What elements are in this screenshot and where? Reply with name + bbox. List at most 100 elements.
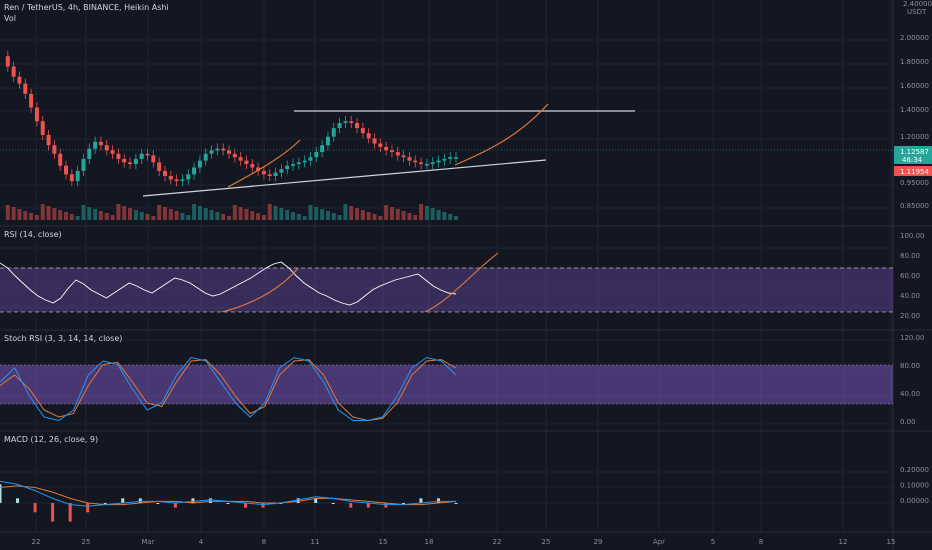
volume-bar <box>389 207 394 220</box>
volume-bar <box>238 207 243 220</box>
macd-hist-bar <box>121 498 125 503</box>
candle-body <box>430 162 435 165</box>
candle-body <box>116 153 121 159</box>
support-trendline[interactable] <box>142 159 547 197</box>
volume-bar <box>349 206 354 220</box>
volume-label: Vol <box>4 14 16 23</box>
volume-bar <box>58 210 63 220</box>
rsi-title: RSI (14, close) <box>4 230 62 239</box>
price-axis-tick: 0.95000 <box>900 179 929 187</box>
candle-body <box>40 121 45 135</box>
candle-body <box>279 169 284 173</box>
candle-body <box>29 93 34 108</box>
stoch-d-line[interactable] <box>0 359 457 422</box>
rsi-axis-tick: 80.00 <box>900 252 920 260</box>
macd-hist-bar <box>366 503 370 508</box>
volume-bar <box>81 205 86 220</box>
price-axis-tick: 1.60000 <box>900 82 929 90</box>
volume-bar <box>261 215 266 220</box>
volume-bar <box>343 204 348 220</box>
macd-title: MACD (12, 26, close, 9) <box>4 435 98 444</box>
volume-bar <box>151 216 156 220</box>
macd-hist-bar <box>454 503 458 504</box>
rsi-band <box>0 268 893 312</box>
volume-bar <box>17 209 22 220</box>
macd-hist-bar <box>156 503 160 504</box>
candle-body <box>442 158 447 161</box>
volume-bar <box>436 210 441 220</box>
volume-bar <box>23 211 28 220</box>
volume-bar <box>203 208 208 220</box>
volume-bar <box>308 205 313 220</box>
candle-body <box>151 155 156 163</box>
volume-bar <box>46 206 51 220</box>
time-axis-tick: 11 <box>311 538 320 546</box>
time-axis-tick: Mar <box>141 538 154 546</box>
volume-bar <box>157 205 162 220</box>
volume-bar <box>128 208 133 220</box>
macd-hist-bar <box>0 484 2 503</box>
volume-bars <box>5 204 458 220</box>
rsi-line[interactable] <box>0 261 457 306</box>
volume-bar <box>40 204 45 220</box>
volume-bar <box>366 212 371 220</box>
rsi-axis-ticks: 100.00 80.00 60.00 40.00 20.00 <box>900 232 925 320</box>
candle-body <box>162 170 167 177</box>
candle-body <box>5 56 10 67</box>
price-axis-tick: 1.20000 <box>900 133 929 141</box>
volume-bar <box>285 210 290 220</box>
volume-bar <box>227 216 231 220</box>
candle-body <box>174 179 179 182</box>
candle-body <box>87 148 92 159</box>
price-axis-unit: USDT <box>907 8 927 16</box>
volume-bar <box>116 204 121 220</box>
candle-body <box>320 145 325 153</box>
volume-bar <box>372 214 377 220</box>
candle-body <box>221 148 226 151</box>
volume-bar <box>93 209 98 220</box>
candle-body <box>46 134 51 146</box>
volume-bar <box>29 213 34 220</box>
macd-hist-bar <box>436 498 440 503</box>
rsi-axis-tick: 20.00 <box>900 312 920 320</box>
volume-bar <box>162 207 167 220</box>
candle-body <box>168 176 173 180</box>
candle-body <box>372 138 377 144</box>
volume-bar <box>407 213 412 220</box>
macd-axis-tick: 0.10000 <box>900 482 929 490</box>
volume-bar <box>291 212 296 220</box>
macd-axis-tick: 0.00000 <box>900 497 929 505</box>
candle-body <box>122 158 127 163</box>
volume-bar <box>384 205 389 220</box>
candle-body <box>384 146 389 151</box>
stoch-band <box>0 365 893 404</box>
macd-line[interactable] <box>0 480 456 507</box>
volume-bar <box>454 216 458 220</box>
macd-hist-bar <box>208 498 212 503</box>
candle-body <box>128 162 133 165</box>
candle-body <box>139 153 144 159</box>
rsi-axis-tick: 100.00 <box>900 232 925 240</box>
projection-curve[interactable] <box>227 103 549 188</box>
macd-histogram <box>0 484 458 522</box>
rsi-projection-curve[interactable] <box>221 252 499 313</box>
candle-body <box>52 145 57 154</box>
stoch-k-line[interactable] <box>0 356 457 422</box>
stoch-axis-ticks: 120.00 80.00 40.00 0.00 <box>900 334 925 426</box>
candle-body <box>180 179 185 182</box>
candle-body <box>331 128 336 137</box>
time-axis-tick: 8 <box>262 538 266 546</box>
macd-hist-bar <box>384 503 388 508</box>
volume-bar <box>279 208 284 220</box>
volume-bar <box>133 210 138 220</box>
candle-body <box>227 150 231 154</box>
volume-bar <box>11 207 16 220</box>
macd-hist-bar <box>349 503 353 508</box>
candle-body <box>261 170 266 175</box>
candle-body <box>291 164 296 166</box>
time-axis-tick: 15 <box>379 538 388 546</box>
time-axis-tick: 22 <box>493 538 502 546</box>
volume-bar <box>302 216 307 220</box>
volume-bar <box>296 214 301 220</box>
